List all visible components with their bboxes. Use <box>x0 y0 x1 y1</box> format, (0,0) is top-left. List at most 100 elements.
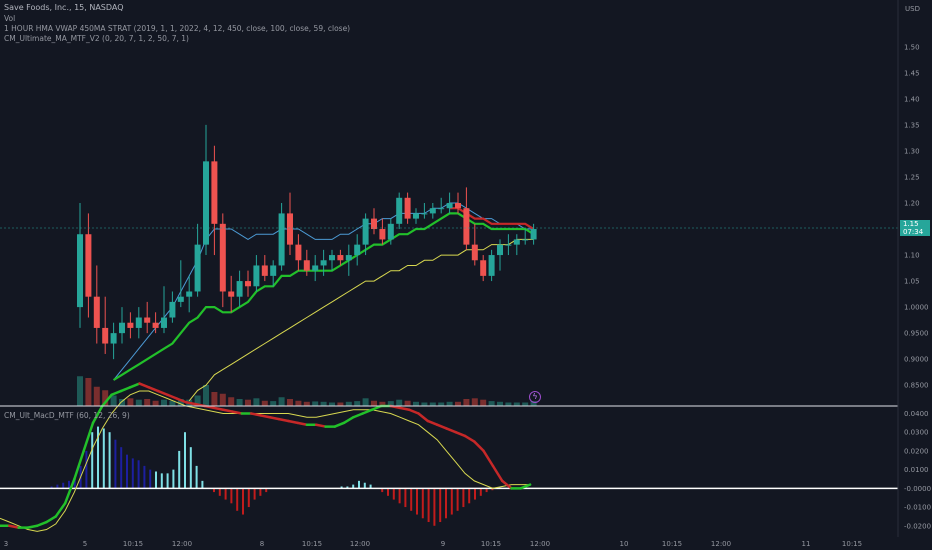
macd-histogram-bar <box>445 488 447 519</box>
candle-body <box>177 296 184 302</box>
candle-body <box>513 239 520 245</box>
candle-body <box>480 260 487 276</box>
macd-histogram-bar <box>172 469 175 489</box>
macd-histogram-bar <box>218 488 221 496</box>
macd-line-segment <box>491 464 504 483</box>
volume-bar <box>312 401 319 406</box>
macd-histogram-bar <box>236 488 239 511</box>
candle-body <box>505 244 512 246</box>
volume-bar <box>119 399 125 406</box>
candle-body <box>261 265 268 276</box>
symbol-title[interactable]: Save Foods, Inc., 15, NASDAQ <box>4 3 124 12</box>
macd-histogram-bar <box>189 447 192 489</box>
macd-line-segment <box>128 382 141 389</box>
ma-line-0 <box>113 202 534 381</box>
candle-body <box>303 260 310 271</box>
macd-histogram-bar <box>479 488 482 496</box>
macd-histogram-bar <box>201 480 204 489</box>
price-tick-label: 0.8500 <box>904 382 929 390</box>
volume-bar <box>438 402 445 406</box>
candle-body <box>245 281 251 287</box>
lightning-icon[interactable]: ϟ <box>529 391 541 403</box>
macd-line-segment <box>417 412 430 423</box>
volume-bar <box>329 402 335 406</box>
volume-bar <box>110 395 117 406</box>
volume-bar <box>253 398 260 406</box>
candle-body <box>152 322 159 328</box>
volume-bar <box>371 400 377 406</box>
macd-histogram-bar <box>387 488 389 496</box>
macd-line-segment <box>63 477 76 505</box>
candle-body <box>488 255 495 276</box>
macd-histogram-bar <box>456 488 459 511</box>
macd-line-segment <box>101 393 113 408</box>
macd-line-segment <box>314 423 327 428</box>
macd-tick-label: -0.0100 <box>904 504 931 512</box>
candle-body <box>77 234 83 308</box>
volume-bar <box>396 399 403 406</box>
volume-bar <box>421 402 428 406</box>
macd-line-segment <box>370 404 383 411</box>
macd-line-segment <box>231 410 244 415</box>
macd-histogram-bar <box>491 488 494 491</box>
macd-histogram-bar <box>404 488 407 508</box>
macd-line-segment <box>277 417 290 423</box>
time-axis[interactable]: 3 5 10:15 12:00 8 10:15 12:00 9 10:15 12:00 10 10:1… <box>4 540 862 548</box>
macd-line-segment <box>45 515 58 524</box>
volume-bar <box>354 401 361 406</box>
macd-histogram-bar <box>439 488 442 523</box>
volume-legend[interactable]: Vol <box>4 14 16 23</box>
candle-body <box>253 265 260 287</box>
volume-bar <box>228 397 235 406</box>
volume-bar <box>203 385 209 406</box>
macd-line-segment <box>156 389 169 397</box>
macd-line-segment <box>342 415 355 425</box>
bar-countdown: 07:34 <box>903 228 924 236</box>
macd-line-segment <box>110 389 123 397</box>
candle-body <box>345 255 352 261</box>
volume-bar <box>522 402 529 406</box>
price-axis[interactable]: 1.50 1.45 1.40 1.35 1.30 1.25 1.20 1.15 1.10 1.05… <box>904 43 929 389</box>
price-tick-label: 1.20 <box>904 200 920 208</box>
current-price-tag: 1.15 07:34 <box>900 220 930 236</box>
indicator-legend-hma[interactable]: 1 HOUR HMA VWAP 450MA STRAT (2019, 1, 1,… <box>4 24 351 33</box>
macd-line-segment <box>352 412 364 419</box>
macd-histogram-bar <box>381 488 384 493</box>
time-tick-label: 10:15 <box>302 540 322 548</box>
macd-histogram-bar <box>485 488 488 493</box>
macd-histogram-bar <box>102 428 105 489</box>
volume-bar <box>463 399 470 406</box>
candle-body <box>93 296 100 328</box>
volume-bar <box>345 401 352 406</box>
volume-bar <box>303 401 310 406</box>
macd-line-segment <box>333 421 346 428</box>
candle-body <box>455 203 461 209</box>
macd-line-segment <box>287 419 299 425</box>
candle-body <box>219 223 226 292</box>
price-tick-label: 0.9000 <box>904 356 929 364</box>
indicator-legend-macd[interactable]: CM_Ult_MacD_MTF (60, 12, 26, 9) <box>4 411 130 420</box>
macd-histogram-bar <box>62 482 65 489</box>
volume-bar <box>505 402 512 406</box>
macd-line-segment <box>426 419 439 426</box>
currency-label: USD <box>905 5 920 13</box>
time-tick-label: 3 <box>4 540 8 548</box>
macd-histogram-bar <box>131 458 134 489</box>
macd-line-segment <box>73 449 85 481</box>
candle-body <box>228 291 235 297</box>
macd-line-segment <box>35 520 48 528</box>
macd-histogram-bar <box>230 488 233 504</box>
macd-histogram-bar <box>85 450 88 489</box>
time-tick-label: 5 <box>83 540 87 548</box>
volume-bar <box>152 400 159 406</box>
macd-line-segment <box>138 382 151 389</box>
volume-bar <box>471 398 478 406</box>
macd-histogram-bar <box>416 488 418 515</box>
volume-bar <box>488 401 495 406</box>
macd-histogram-bar <box>462 488 465 508</box>
macd-axis[interactable]: 0.0400 0.0300 0.0200 0.0100 -0.0000 -0.0100 -0… <box>904 410 931 530</box>
candle-body <box>404 197 411 219</box>
time-tick-label: 10:15 <box>481 540 501 548</box>
indicator-legend-ma[interactable]: CM_Ultimate_MA_MTF_V2 (0, 20, 7, 1, 2, 5… <box>4 34 189 43</box>
